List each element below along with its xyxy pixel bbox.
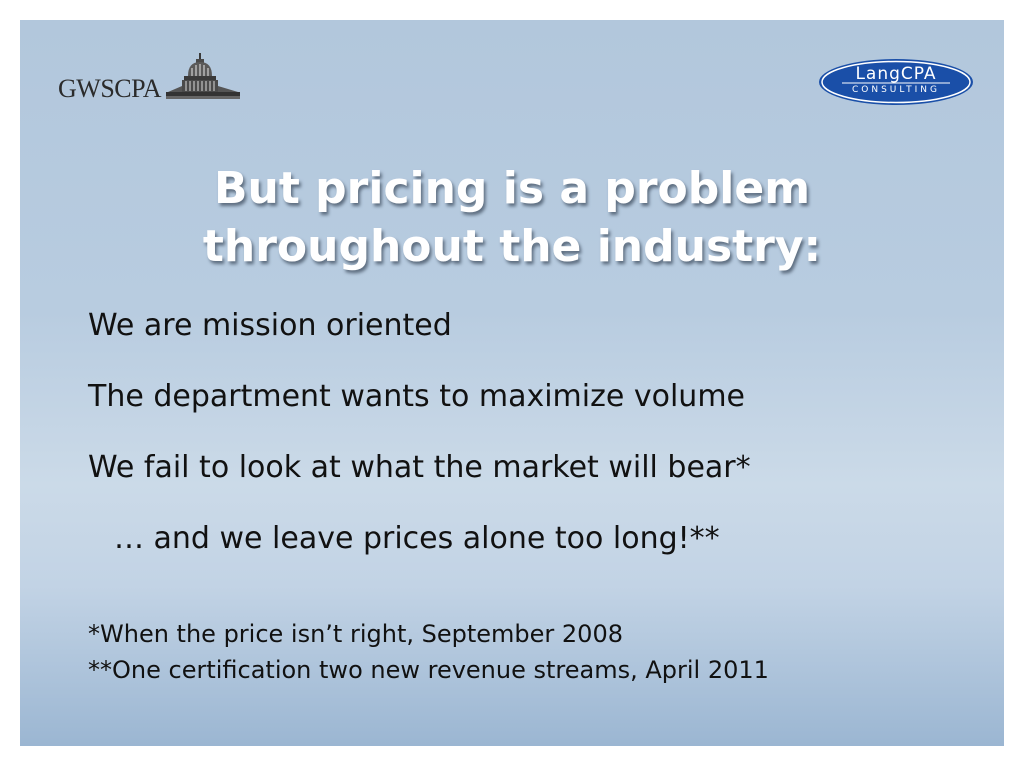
footnotes: *When the price isn’t right, September 2… [88, 616, 769, 688]
footnote-item: *When the price isn’t right, September 2… [88, 620, 623, 648]
langcpa-logo-subtext: CONSULTING [851, 85, 941, 95]
slide: GWSCPA [20, 20, 1004, 746]
footnote-item: **One certification two new revenue stre… [88, 656, 769, 684]
langcpa-logo-text: LangCPA [855, 64, 937, 84]
capitol-dome-icon [166, 53, 240, 99]
bullet-list: We are mission oriented The department w… [88, 308, 988, 592]
bullet-item: We fail to look at what the market will … [88, 450, 751, 485]
langcpa-logo-oval [819, 59, 973, 105]
bullet-item: The department wants to maximize volume [88, 379, 745, 414]
slide-title: But pricing is a problem throughout the … [20, 160, 1004, 276]
slide-title-line-1: But pricing is a problem [213, 163, 811, 214]
bullet-item: … and we leave prices alone too long!** [114, 521, 720, 556]
slide-title-line-2: throughout the industry: [202, 221, 822, 272]
gwscpa-logo: GWSCPA [58, 52, 248, 104]
gwscpa-logo-text: GWSCPA [58, 74, 161, 103]
langcpa-logo: LangCPA CONSULTING [818, 58, 974, 106]
bullet-item: We are mission oriented [88, 308, 452, 343]
